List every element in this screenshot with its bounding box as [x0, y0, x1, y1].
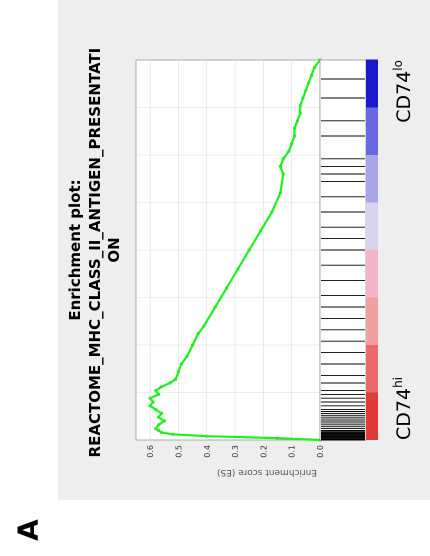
es-point-32	[278, 191, 282, 195]
es-point-36	[287, 149, 291, 153]
ranked-list-gradient-bar	[366, 59, 378, 440]
es-point-20	[176, 370, 181, 374]
enrichment-score-points	[148, 58, 322, 442]
es-plot-area: 0.0 0.1 0.2 0.3 0.4 0.5 0.6	[135, 58, 325, 458]
panel-label-a: A	[12, 519, 45, 541]
es-point-15	[157, 392, 161, 396]
es-point-22	[185, 354, 189, 358]
panel-label-text: A	[12, 519, 45, 541]
es-point-24	[196, 332, 200, 336]
es-point-37	[290, 142, 294, 146]
group-label-base: CD74	[393, 71, 415, 123]
es-point-5	[157, 428, 161, 433]
y-axis-ticks: 0.0 0.1 0.2 0.3 0.4 0.5 0.6	[146, 445, 325, 458]
chart-subtitle: REACTOME_MHC_CLASS_II_ANTIGEN_PRESENTATI…	[86, 43, 123, 458]
chart-title: Enrichment plot:	[66, 179, 84, 320]
es-point-47	[312, 66, 316, 70]
es-point-8	[162, 419, 166, 423]
gene-hit-area	[319, 59, 367, 441]
gradient-segment-3	[366, 249, 378, 298]
es-point-30	[258, 229, 263, 233]
es-point-1	[275, 436, 280, 440]
es-point-9	[157, 415, 161, 419]
gene-hit-lines	[321, 78, 365, 441]
es-point-19	[174, 377, 178, 381]
y-axis-label: Enrichment score (ES)	[217, 467, 317, 477]
es-point-39	[292, 126, 297, 130]
es-point-44	[304, 88, 308, 92]
es-point-6	[154, 426, 158, 431]
es-point-45	[307, 81, 311, 85]
group-low-label: CD74lo	[391, 60, 415, 123]
es-point-18	[168, 381, 172, 385]
es-point-13	[151, 400, 155, 404]
es-point-3	[171, 432, 175, 436]
es-point-46	[309, 73, 314, 77]
gradient-segment-5	[366, 154, 378, 203]
es-point-35	[281, 157, 285, 161]
gradient-segment-4	[366, 202, 378, 250]
es-point-11	[154, 407, 158, 412]
y-tick-label-5: 0.5	[174, 445, 183, 458]
es-point-31	[270, 210, 274, 214]
gradient-segment-0	[366, 392, 378, 440]
es-point-26	[213, 305, 217, 309]
es-point-4	[159, 430, 164, 434]
es-point-42	[298, 104, 302, 108]
gradient-segment-1	[366, 344, 378, 393]
es-point-2	[205, 434, 209, 438]
group-label-sup: lo	[391, 60, 405, 71]
y-tick-label-4: 0.4	[203, 445, 212, 458]
es-point-27	[224, 286, 229, 290]
es-point-28	[236, 267, 240, 271]
y-tick-label-0: 0.0	[316, 445, 325, 458]
chart-subtitle-line-2: ON	[105, 237, 123, 262]
es-point-34	[278, 164, 282, 168]
enrichment-plot-panel: Enrichment plot: REACTOME_MHC_CLASS_II_A…	[58, 0, 430, 500]
es-point-40	[295, 119, 299, 123]
es-point-33	[281, 172, 285, 176]
es-point-21	[179, 362, 183, 366]
grid-lines	[136, 60, 321, 440]
es-point-29	[247, 248, 251, 252]
group-label-sup: hi	[391, 377, 405, 388]
group-label-base: CD74	[393, 388, 415, 440]
es-point-10	[159, 411, 164, 415]
es-point-38	[292, 134, 297, 138]
chart-subtitle-line-1: REACTOME_MHC_CLASS_II_ANTIGEN_PRESENTATI	[86, 48, 104, 458]
group-high-label: CD74hi	[391, 377, 415, 440]
es-point-23	[191, 343, 195, 347]
es-point-12	[148, 404, 152, 408]
gradient-segment-7	[366, 59, 378, 108]
es-point-25	[202, 324, 206, 328]
y-tick-label-6: 0.6	[146, 445, 155, 458]
y-tick-label-2: 0.2	[259, 445, 268, 458]
y-tick-label-3: 0.3	[231, 445, 240, 458]
es-point-16	[154, 388, 158, 393]
es-point-41	[298, 111, 302, 115]
y-tick-label-1: 0.1	[288, 445, 297, 458]
es-point-7	[157, 423, 161, 427]
gradient-segment-2	[366, 297, 378, 345]
es-point-43	[301, 96, 305, 100]
enrichment-plot-svg: Enrichment plot: REACTOME_MHC_CLASS_II_A…	[58, 0, 430, 500]
gradient-segment-6	[366, 107, 378, 155]
es-point-14	[148, 396, 152, 400]
es-point-17	[159, 385, 164, 389]
